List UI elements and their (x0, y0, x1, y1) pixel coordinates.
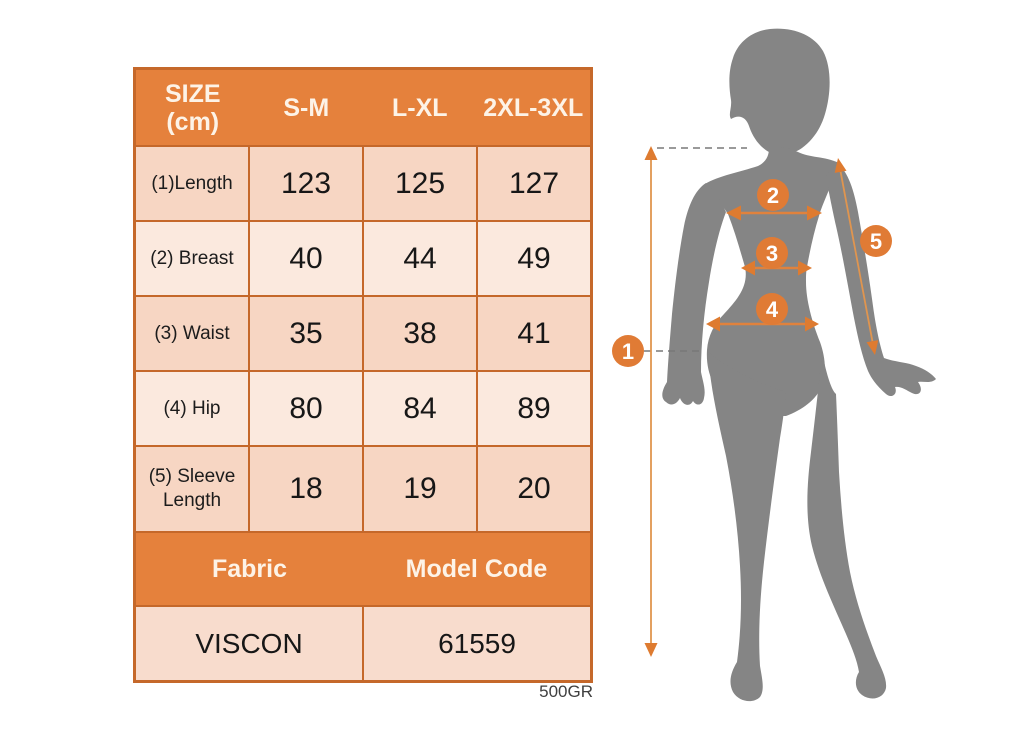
row-label-waist: (3) Waist (136, 297, 248, 370)
female-silhouette (662, 28, 936, 702)
row-label-breast: (2) Breast (136, 222, 248, 295)
sleeve-2xl3xl: 20 (478, 447, 590, 531)
sleeve-sm: 18 (250, 447, 362, 531)
marker-4-label: 4 (766, 297, 779, 322)
measurement-figure: 1 2 3 4 5 (612, 28, 936, 702)
hip-sm: 80 (250, 372, 362, 445)
marker-3-badge: 3 (756, 237, 788, 269)
marker-1-label: 1 (622, 339, 634, 364)
row-label-length: (1)Length (136, 147, 248, 220)
breast-2xl3xl: 49 (478, 222, 590, 295)
length-arrow (644, 146, 658, 657)
info-value-row: VISCON 61559 (136, 607, 590, 680)
size-header-line2: (cm) (166, 107, 220, 136)
marker-5-badge: 5 (860, 225, 892, 257)
fabric-value: VISCON (136, 607, 362, 680)
hip-arrow (706, 316, 819, 332)
column-header-sm: S-M (283, 93, 330, 122)
fabric-header: Fabric (211, 555, 288, 583)
model-code-header: Model Code (405, 555, 548, 583)
marker-3-label: 3 (766, 241, 778, 266)
waist-lxl: 38 (364, 297, 476, 370)
breast-sm: 40 (250, 222, 362, 295)
row-label-hip: (4) Hip (136, 372, 248, 445)
row-label-sleeve-length: (5) Sleeve Length (136, 447, 248, 531)
hip-2xl3xl: 89 (478, 372, 590, 445)
model-code-value: 61559 (364, 607, 590, 680)
column-header-2xl3xl: 2XL-3XL (483, 93, 584, 122)
breast-lxl: 44 (364, 222, 476, 295)
size-header-line1: SIZE (164, 79, 221, 108)
breast-arrow (726, 205, 822, 221)
length-lxl: 125 (364, 147, 476, 220)
info-header-row: Fabric Model Code (136, 533, 590, 605)
column-header-lxl: L-XL (391, 93, 448, 122)
marker-2-badge: 2 (757, 179, 789, 211)
size-table-body: (1)Length 123 125 127 (2) Breast 40 44 4… (136, 147, 590, 531)
weight-footnote: 500GR (539, 682, 593, 701)
sleeve-lxl: 19 (364, 447, 476, 531)
waist-sm: 35 (250, 297, 362, 370)
length-sm: 123 (250, 147, 362, 220)
length-2xl3xl: 127 (478, 147, 590, 220)
marker-4-badge: 4 (756, 293, 788, 325)
size-table-header-row: SIZE (cm) S-M L-XL 2XL-3XL (136, 70, 590, 145)
size-table: SIZE (cm) S-M L-XL 2XL-3XL (1)Length 123… (133, 67, 593, 683)
size-unit-header: SIZE (cm) (136, 70, 250, 145)
sleeve-arrow (834, 158, 879, 355)
marker-1-badge: 1 (612, 335, 644, 367)
marker-5-label: 5 (870, 229, 882, 254)
marker-2-label: 2 (767, 183, 779, 208)
waist-2xl3xl: 41 (478, 297, 590, 370)
hip-lxl: 84 (364, 372, 476, 445)
